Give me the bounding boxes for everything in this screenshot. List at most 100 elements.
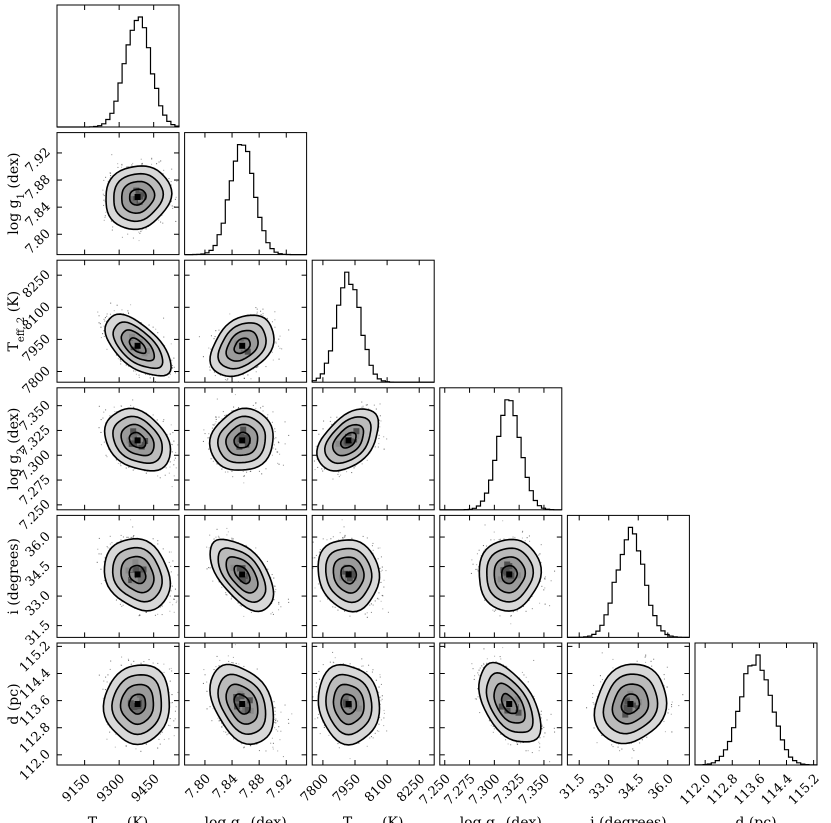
sample-point xyxy=(131,164,133,166)
sample-point xyxy=(483,550,485,552)
sample-point xyxy=(371,671,373,673)
sample-point xyxy=(372,542,374,544)
sample-point xyxy=(539,553,541,555)
sample-point xyxy=(225,594,227,596)
sample-point xyxy=(109,668,111,670)
sample-point xyxy=(169,204,171,206)
sample-point xyxy=(338,476,340,478)
sample-point xyxy=(493,539,495,541)
sample-point xyxy=(107,674,109,676)
sample-point xyxy=(166,434,168,436)
sample-point xyxy=(152,326,154,328)
sample-point xyxy=(216,398,218,400)
sample-point xyxy=(224,376,226,378)
sample-point xyxy=(138,376,140,378)
sample-point xyxy=(121,166,123,168)
sample-point xyxy=(213,371,215,373)
sample-point xyxy=(370,611,372,613)
scatter-panel-teff1-teff2 xyxy=(56,259,180,383)
sample-point xyxy=(105,676,107,678)
contour-line xyxy=(111,673,163,736)
panel-frame xyxy=(184,514,308,638)
sample-point xyxy=(231,662,233,664)
contour-line xyxy=(112,415,164,464)
density-tile xyxy=(342,570,349,577)
sample-point xyxy=(226,379,228,381)
sample-point xyxy=(127,536,129,538)
sample-point xyxy=(121,163,123,165)
sample-point xyxy=(554,570,556,572)
sample-point xyxy=(163,671,165,673)
contour-line xyxy=(105,165,173,231)
sample-point xyxy=(255,307,257,309)
contour-line xyxy=(120,555,155,594)
sample-point xyxy=(541,585,543,587)
sample-point xyxy=(381,569,383,571)
sample-point xyxy=(227,655,229,657)
sample-point xyxy=(277,750,279,752)
sample-point xyxy=(175,196,177,198)
sample-point xyxy=(540,544,542,546)
sample-point xyxy=(340,474,342,476)
sample-point xyxy=(366,537,368,539)
sample-point xyxy=(226,527,228,529)
sample-point xyxy=(274,438,276,440)
sample-point xyxy=(232,662,234,664)
contour-line xyxy=(209,314,275,378)
sample-point xyxy=(271,454,273,456)
sample-point xyxy=(174,198,176,200)
sample-point xyxy=(209,534,211,536)
density-tile xyxy=(234,345,241,352)
sample-point xyxy=(258,750,260,752)
sample-point xyxy=(168,551,170,553)
sample-point xyxy=(158,161,160,163)
sample-point xyxy=(99,323,101,325)
sample-point xyxy=(155,328,157,330)
sample-point xyxy=(171,585,173,587)
sample-point xyxy=(162,173,164,175)
sample-point xyxy=(540,580,542,582)
sample-point xyxy=(358,742,360,744)
sample-point xyxy=(317,583,319,585)
sample-point xyxy=(281,348,283,350)
sample-point xyxy=(250,470,252,472)
peak-marker xyxy=(134,194,141,200)
sample-point xyxy=(317,713,319,715)
sample-point xyxy=(171,702,173,704)
sample-point xyxy=(212,457,214,459)
sample-point xyxy=(314,718,316,720)
sample-point xyxy=(272,411,274,413)
sample-point xyxy=(103,318,105,320)
sample-point xyxy=(134,370,136,372)
sample-point xyxy=(171,365,173,367)
sample-point xyxy=(100,326,102,328)
sample-point xyxy=(140,158,142,160)
sample-point xyxy=(182,200,183,201)
sample-point xyxy=(250,611,252,613)
density-tile xyxy=(133,338,140,345)
sample-point xyxy=(510,615,512,617)
sample-point xyxy=(272,742,274,744)
sample-point xyxy=(361,401,363,403)
sample-point xyxy=(344,534,346,536)
sample-point xyxy=(173,357,175,359)
sample-point xyxy=(231,410,233,412)
contour-line xyxy=(233,337,252,355)
sample-point xyxy=(383,725,385,727)
sample-point xyxy=(484,524,486,526)
histogram-teff1 xyxy=(56,4,180,128)
histogram-step-teff2 xyxy=(311,271,435,383)
contour-line xyxy=(119,683,155,726)
sample-point xyxy=(173,366,175,368)
sample-point xyxy=(544,576,546,578)
density-tile xyxy=(347,708,354,715)
panel-frame xyxy=(311,514,435,638)
contour-line xyxy=(111,546,163,603)
sample-point xyxy=(104,216,106,218)
sample-point xyxy=(329,661,331,663)
scatter-panel-teff1-dist xyxy=(56,642,180,766)
sample-point xyxy=(382,608,384,610)
sample-point xyxy=(275,437,277,439)
sample-point xyxy=(330,416,332,418)
sample-point xyxy=(226,734,228,736)
